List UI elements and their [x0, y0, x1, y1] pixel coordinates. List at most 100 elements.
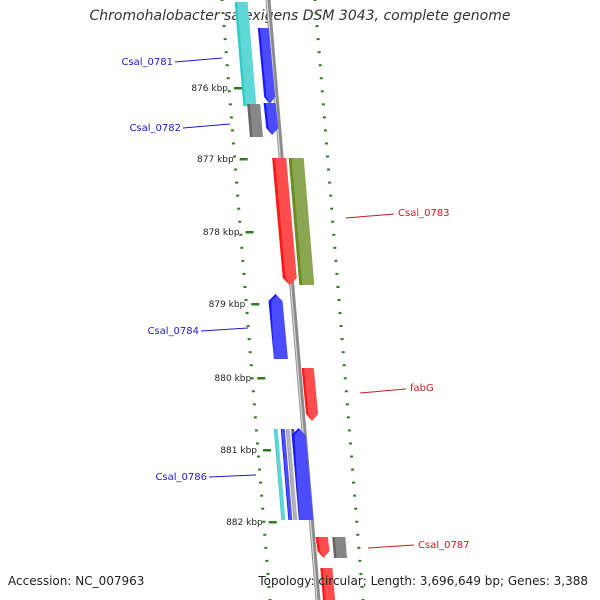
- inner-tick-dot: [246, 325, 250, 328]
- gene-csal-0783[interactable]: [272, 158, 297, 285]
- gene-label[interactable]: Csal_0786: [155, 472, 207, 483]
- gene-csal-0781-sheen: [260, 28, 276, 104]
- gene-fabg-body: [301, 368, 319, 421]
- gene-csal-0787-sheen: [318, 537, 330, 558]
- kbp-tick-label: 878 kbp: [203, 228, 240, 238]
- gene-label[interactable]: fabG: [410, 383, 434, 394]
- gene-csal-0786-stripe-a[interactable]: [280, 429, 293, 520]
- inner-tick-dot: [259, 481, 263, 484]
- outer-tick-dot: [353, 494, 357, 497]
- accession-text: Accession: NC_007963: [8, 574, 145, 588]
- inner-tick-dot: [242, 272, 246, 275]
- gene-csal-0786[interactable]: [291, 428, 314, 520]
- gene-csal-0781[interactable]: [257, 28, 276, 104]
- gene-csal-0782-gray[interactable]: [247, 104, 263, 137]
- inner-tick-dot: [241, 259, 245, 262]
- outer-tick-dot: [318, 64, 322, 67]
- gene-csal-0782-body: [263, 103, 279, 135]
- kbp-tick-label: 877 kbp: [197, 155, 234, 165]
- inner-tick-dot: [262, 520, 266, 523]
- gene-csal-0784-body: [268, 294, 288, 359]
- outer-tick-dot: [358, 559, 362, 562]
- gene-csal-0783-sheen: [274, 158, 297, 285]
- genome-stats: Topology: circular; Length: 3,696,649 bp…: [258, 574, 588, 588]
- gene-csal-0786-cyan[interactable]: [273, 429, 286, 520]
- kbp-tick-label: 876 kbp: [191, 84, 228, 94]
- gene-csal-0783-olive-sheen: [291, 158, 315, 285]
- gene-csal-0786-stripe-b[interactable]: [285, 429, 298, 520]
- kbp-tick-mark: [257, 377, 266, 380]
- gene-label[interactable]: Csal_0782: [129, 123, 181, 134]
- gene-csal-0786-stripe-b-sheen: [286, 429, 298, 520]
- inner-tick-dot: [258, 468, 262, 471]
- inner-tick-dot: [231, 142, 235, 145]
- gene-csal-0782-sheen: [265, 103, 279, 135]
- outer-tick-dot: [357, 546, 361, 549]
- outer-tick-dot: [346, 416, 350, 419]
- outer-tick-dot: [337, 299, 341, 301]
- inner-tick-dot: [229, 116, 233, 119]
- gene-labels: Csal_0781 Csal_0782 Csal_0783 Csal_0784 fabG…: [121, 57, 469, 551]
- outer-tick-dot: [355, 520, 359, 523]
- outer-tick-dot: [329, 194, 333, 197]
- gene-fabg[interactable]: [301, 368, 319, 421]
- inner-tick-dot: [224, 51, 228, 54]
- inner-tick-dot: [228, 103, 232, 106]
- kbp-tick-mark: [245, 231, 254, 234]
- inner-tick-dot: [227, 90, 231, 93]
- gene-next-red[interactable]: [320, 568, 335, 600]
- inner-tick-dot: [266, 572, 270, 575]
- gene-label[interactable]: Csal_0783: [398, 208, 450, 219]
- gene-csal-0787-gray[interactable]: [332, 537, 347, 558]
- outer-tick-dot: [326, 155, 330, 158]
- inner-tick-dot: [264, 546, 268, 549]
- map-title: Chromohalobacter salexigens DSM 3043, co…: [89, 8, 511, 24]
- gene-csal-0783-olive-body: [288, 158, 315, 285]
- kbp-tick-mark: [263, 449, 271, 452]
- gene-csal-0787[interactable]: [315, 537, 330, 558]
- gene-label[interactable]: Csal_0781: [121, 57, 173, 68]
- inner-tick-dot: [253, 416, 257, 419]
- inner-tick-dot: [225, 64, 229, 67]
- inner-tick-dot: [222, 25, 226, 28]
- kbp-tick-label: 879 kbp: [209, 300, 246, 310]
- outer-tick-dot: [348, 442, 352, 445]
- gene-csal-0782[interactable]: [263, 103, 279, 135]
- inner-tick-dot: [221, 12, 225, 15]
- gene-csal-0786-stripe-b-body: [285, 429, 298, 520]
- outer-tick-dot: [344, 390, 348, 393]
- outer-tick-dot: [340, 338, 344, 341]
- gene-csal-0786-cyan-body: [273, 429, 286, 520]
- gene-csal-0787-gray-body: [332, 537, 347, 558]
- outer-tick-dot: [334, 259, 338, 262]
- outer-tick-dot: [333, 246, 337, 249]
- outer-tick-dot: [360, 585, 364, 588]
- label-leader-line: [174, 57, 223, 63]
- gene-csal-0781-cyan-body: [234, 2, 257, 106]
- label-leader-line: [359, 388, 407, 394]
- inner-tick-dot: [220, 0, 224, 1]
- outer-tick-dot: [347, 429, 351, 432]
- gene-label[interactable]: Csal_0787: [418, 540, 470, 551]
- inner-tick-dot: [261, 507, 265, 510]
- outer-tick-dot: [339, 325, 343, 328]
- inner-tick-dot: [235, 181, 239, 184]
- kbp-tick-label: 882 kbp: [226, 518, 263, 528]
- gene-csal-0784[interactable]: [268, 294, 288, 359]
- kbp-tick-label: 881 kbp: [220, 446, 257, 456]
- inner-tick-dot: [233, 155, 237, 158]
- inner-tick-dot: [236, 194, 240, 197]
- outer-tick-dot: [321, 103, 325, 106]
- kbp-tick-mark: [251, 303, 260, 306]
- gene-label[interactable]: Csal_0784: [147, 326, 199, 337]
- inner-tick-dot: [267, 585, 271, 588]
- inner-tick-dot: [254, 429, 258, 432]
- gene-csal-0781-cyan[interactable]: [234, 2, 257, 106]
- gene-csal-0783-olive[interactable]: [288, 158, 315, 285]
- gene-csal-0786-body: [291, 428, 314, 520]
- gene-csal-0786-stripe-a-sheen: [281, 429, 293, 520]
- inner-tick-dot: [230, 129, 234, 132]
- inner-tick-dot: [257, 455, 261, 458]
- kbp-tick-mark: [234, 87, 243, 90]
